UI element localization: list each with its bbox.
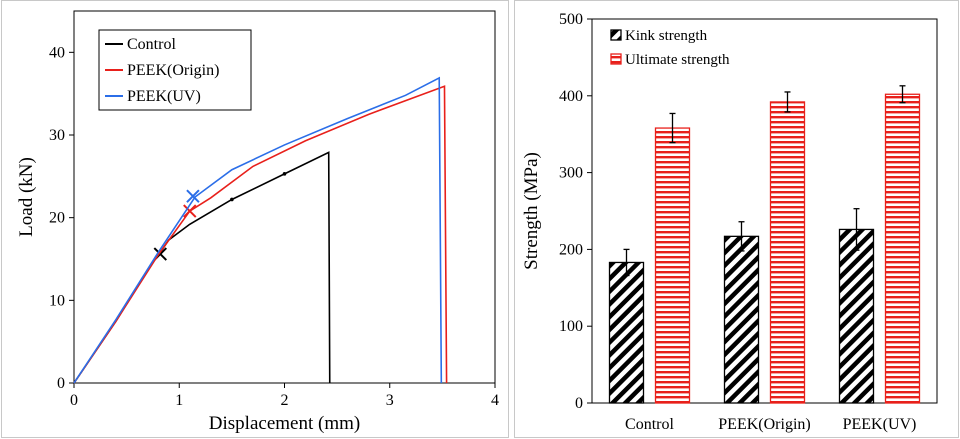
bar-ultimate-strength	[769, 101, 806, 404]
y-tick-label: 20	[49, 210, 65, 227]
series-line-control	[73, 151, 331, 384]
y-axis-label: Load (kN)	[16, 157, 37, 237]
strength-bar-chart: 0 100 200 300 400 500 Strength (MPa) Control PEE…	[521, 11, 938, 433]
x-tick-label: 1	[175, 392, 183, 409]
strength-bar-panel: 0 100 200 300 400 500 Strength (MPa) Control PEE…	[514, 0, 959, 438]
bar-ultimate-strength	[654, 127, 691, 404]
legend-label-control: Control	[127, 36, 176, 53]
y-tick-label: 0	[57, 375, 65, 392]
y-tick-label: 100	[559, 318, 583, 335]
legend-label-kink-strength: Kink strength	[625, 28, 708, 44]
series-marker-control	[230, 197, 234, 202]
y-tick-label: 300	[559, 165, 583, 182]
bar-kink-strength	[838, 228, 875, 404]
y-tick-label: 40	[49, 44, 65, 61]
bar-kink-strength	[608, 261, 645, 404]
kink-marker-peek-origin	[183, 204, 197, 218]
plot-area	[591, 18, 938, 404]
y-tick-label: 200	[559, 241, 583, 258]
x-tick-label: PEEK(UV)	[843, 416, 917, 433]
series-line-peek-origin	[73, 85, 448, 384]
x-tick-label: 4	[491, 392, 499, 409]
x-tick-label: 0	[70, 392, 78, 409]
legend-label-ultimate-strength: Ultimate strength	[625, 52, 730, 68]
y-tick-label: 0	[575, 395, 583, 412]
series-line-peek-uv	[73, 76, 443, 384]
x-tick-label: PEEK(Origin)	[718, 416, 810, 433]
bar-kink-strength	[723, 235, 760, 404]
series-marker-control	[282, 172, 287, 176]
bar-ultimate-strength	[884, 93, 921, 404]
x-tick-label: 2	[281, 392, 289, 409]
x-axis-label: Displacement (mm)	[209, 413, 360, 434]
legend-label-peek-uv: PEEK(UV)	[127, 88, 201, 105]
legend-label-peek-origin: PEEK(Origin)	[127, 62, 219, 79]
y-tick-label: 500	[559, 11, 583, 28]
y-tick-label: 10	[49, 292, 65, 309]
kink-marker-peek-uv	[186, 189, 200, 203]
legend-swatch-ultimate-strength	[610, 53, 622, 65]
load-displacement-panel: 0 1 2 3 4 0 10 20 30 40 Displacement (mm) Load (kN)…	[1, 0, 509, 438]
y-axis-label: Strength (MPa)	[521, 152, 542, 270]
legend-box	[98, 29, 252, 111]
x-tick-label: Control	[625, 416, 674, 433]
y-tick-label: 400	[559, 88, 583, 105]
y-tick-label: 30	[49, 127, 65, 144]
legend-swatch-kink-strength	[610, 29, 622, 41]
x-tick-label: 3	[386, 392, 394, 409]
